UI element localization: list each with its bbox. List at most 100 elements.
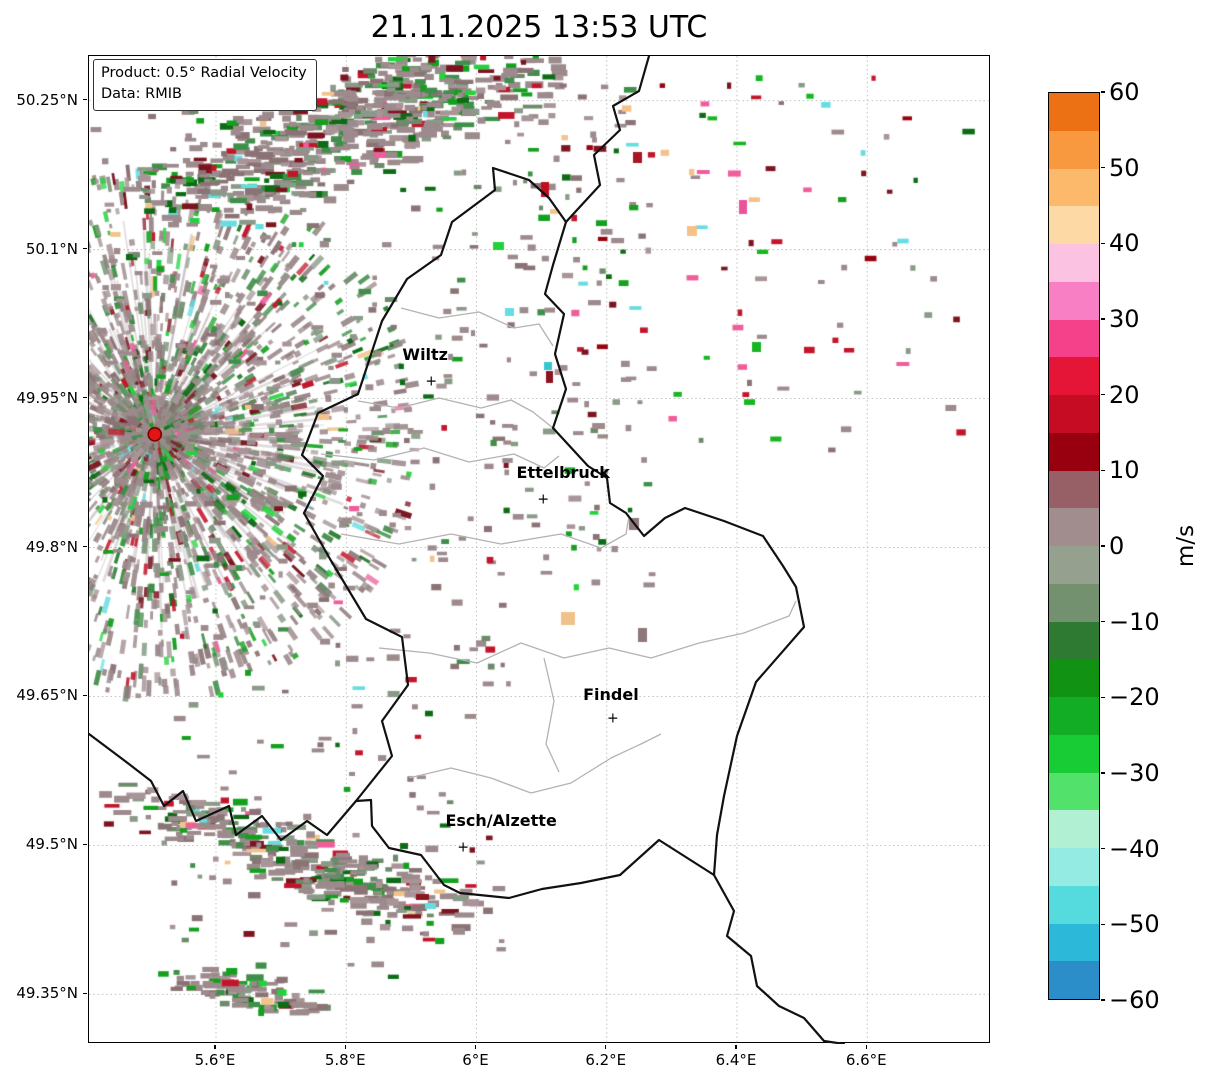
colorbar — [1048, 92, 1100, 1000]
district-border — [357, 397, 554, 429]
colorbar-tick-label: 60 — [1109, 78, 1140, 106]
city-label: Findel — [583, 685, 639, 705]
colorbar-segment — [1049, 697, 1099, 735]
city-marker: + — [537, 491, 550, 508]
colorbar-tick-mark — [1101, 91, 1105, 93]
radar-data-canvas — [89, 56, 991, 1044]
colorbar-tick-label: −40 — [1109, 834, 1160, 863]
colorbar-segment — [1049, 508, 1099, 546]
country-border-luxembourg — [300, 166, 806, 900]
colorbar-segment — [1049, 885, 1099, 924]
colorbar-segment — [1049, 432, 1099, 471]
district-border — [408, 733, 662, 794]
colorbar-segment — [1049, 546, 1099, 584]
colorbar-tick-mark — [1101, 394, 1105, 396]
y-tick-label: 50.25°N — [16, 90, 78, 109]
colorbar-segment — [1049, 734, 1099, 773]
y-tick-mark — [82, 99, 87, 101]
colorbar-segment — [1049, 93, 1099, 131]
timestamp-title: 21.11.2025 13:53 UTC — [370, 10, 708, 45]
city-label: Ettelbruck — [516, 462, 610, 482]
colorbar-tick-mark — [1101, 621, 1105, 623]
colorbar-segment — [1049, 848, 1099, 886]
colorbar-tick-label: 10 — [1109, 456, 1140, 485]
colorbar-tick-label: −30 — [1109, 759, 1160, 787]
y-tick-mark — [82, 843, 87, 845]
data-source-label: Data: RMIB — [101, 86, 182, 103]
x-tick-label: 6°E — [462, 1051, 489, 1069]
colorbar-tick-label: −20 — [1109, 683, 1160, 712]
colorbar-tick-label: 50 — [1109, 153, 1140, 182]
city-marker: + — [607, 710, 619, 727]
colorbar-tick-label: 0 — [1109, 532, 1125, 560]
colorbar-segment — [1049, 319, 1099, 358]
colorbar-tick-label: −60 — [1109, 986, 1160, 1014]
colorbar-segment — [1049, 621, 1099, 660]
y-tick-label: 49.65°N — [16, 686, 78, 705]
colorbar-tick-mark — [1101, 318, 1105, 320]
x-tick-mark — [474, 1044, 477, 1049]
district-border — [340, 515, 630, 549]
colorbar-tick-label: 20 — [1109, 380, 1140, 409]
x-tick-mark — [605, 1044, 607, 1049]
colorbar-segment — [1049, 583, 1099, 622]
national-border-france-belgium — [89, 732, 358, 842]
colorbar-segment — [1049, 923, 1099, 962]
colorbar-segment — [1049, 130, 1099, 169]
radar-site-marker — [147, 427, 163, 442]
map-plot-area: Product: 0.5° Radial Velocity Data: RMIB — [88, 55, 991, 1044]
colorbar-segment — [1049, 395, 1099, 433]
product-info-box: Product: 0.5° Radial Velocity Data: RMIB — [93, 59, 317, 112]
x-tick-mark — [344, 1044, 346, 1049]
colorbar-tick-label: −10 — [1109, 607, 1160, 636]
x-tick-mark — [214, 1044, 216, 1049]
city-label: Esch/Alzette — [445, 811, 557, 831]
y-tick-label: 49.95°N — [16, 388, 78, 407]
colorbar-tick-mark — [1101, 242, 1105, 244]
colorbar-tick-mark — [1101, 848, 1105, 850]
border-layer — [89, 56, 846, 1044]
y-tick-label: 50.1°N — [25, 239, 78, 258]
y-tick-mark — [82, 396, 87, 399]
y-tick-label: 49.35°N — [16, 984, 78, 1003]
colorbar-tick-mark — [1101, 696, 1105, 698]
city-marker: + — [457, 839, 469, 856]
national-border-france-germany — [712, 873, 846, 1044]
colorbar-segment — [1049, 810, 1099, 848]
y-tick-mark — [82, 545, 87, 548]
colorbar-segment — [1049, 168, 1099, 207]
product-label: Product: 0.5° Radial Velocity — [101, 65, 307, 81]
national-border-belgium-germany — [564, 56, 651, 224]
colorbar-tick-mark — [1101, 923, 1105, 925]
colorbar-tick-mark — [1101, 545, 1105, 547]
colorbar-tick-label: 30 — [1109, 305, 1140, 333]
district-border — [543, 657, 560, 773]
x-tick-label: 6.6°E — [845, 1051, 887, 1069]
district-border — [378, 600, 797, 664]
colorbar-segment — [1049, 281, 1099, 320]
y-tick-mark — [82, 248, 87, 250]
colorbar-tick-mark — [1101, 167, 1105, 169]
x-tick-mark — [865, 1044, 867, 1049]
colorbar-segment — [1049, 357, 1099, 395]
colorbar-segment — [1049, 961, 1099, 999]
colorbar-segment — [1049, 244, 1099, 282]
district-border — [400, 307, 554, 347]
x-tick-label: 6.2°E — [585, 1051, 627, 1069]
y-tick-label: 49.5°N — [25, 835, 78, 854]
y-tick-mark — [82, 992, 87, 994]
colorbar-tick-label: −50 — [1109, 910, 1160, 939]
colorbar-tick-mark — [1101, 999, 1105, 1001]
colorbar-unit-label: m/s — [1173, 524, 1199, 568]
y-tick-mark — [82, 694, 87, 697]
x-tick-label: 5.8°E — [324, 1051, 366, 1069]
colorbar-tick-mark — [1101, 469, 1105, 471]
city-marker: + — [425, 373, 438, 390]
colorbar-segment — [1049, 659, 1099, 697]
colorbar-segment — [1049, 772, 1099, 811]
colorbar-segment — [1049, 470, 1099, 509]
x-tick-label: 6.4°E — [715, 1051, 757, 1069]
